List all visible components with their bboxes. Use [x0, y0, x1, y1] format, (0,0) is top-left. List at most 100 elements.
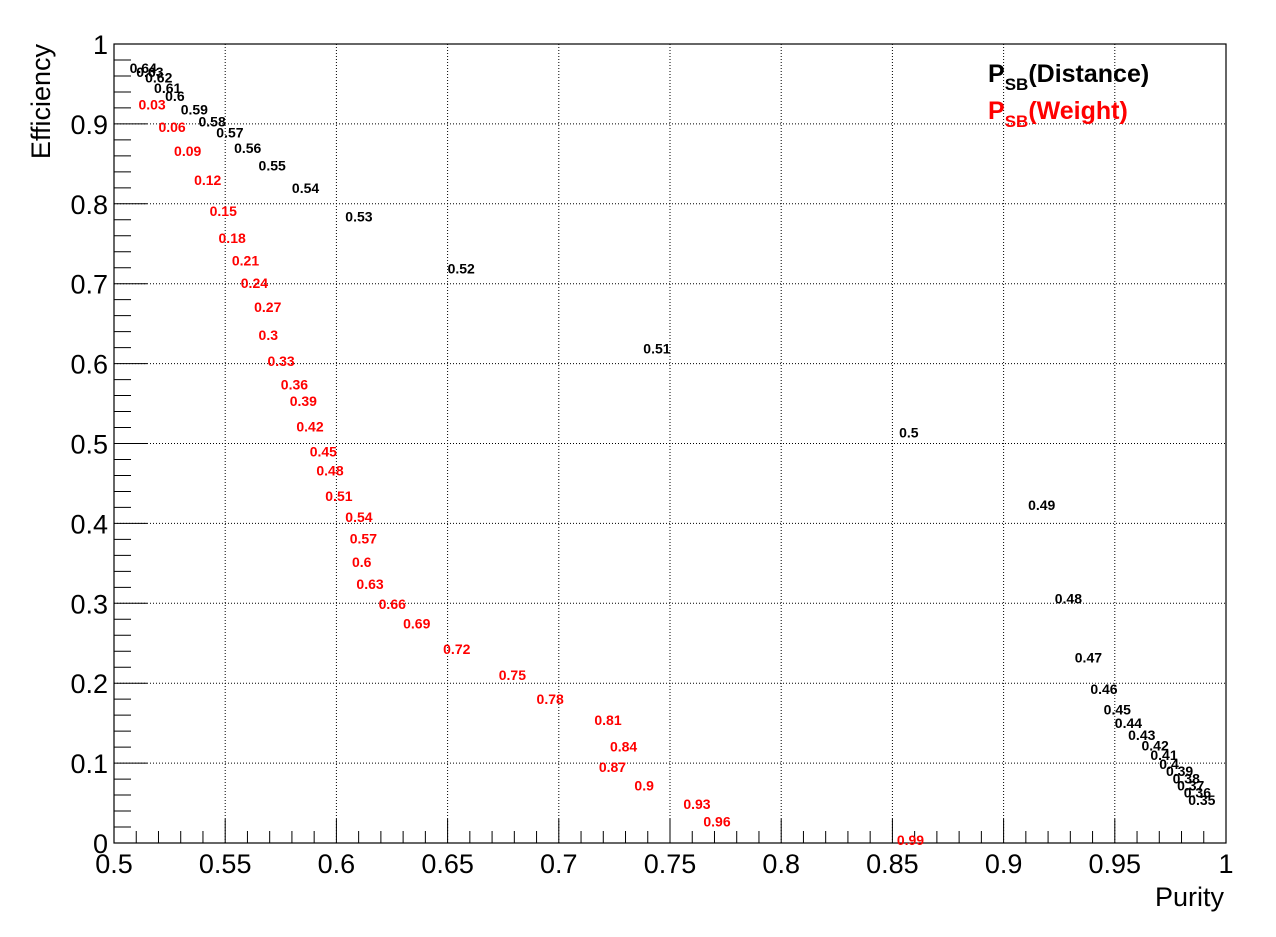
legend: PSB(Distance)PSB(Weight): [988, 60, 1149, 131]
data-point-label: 0.3: [259, 327, 279, 343]
data-point-label: 0.87: [599, 759, 626, 775]
data-point-label: 0.45: [1104, 702, 1131, 718]
data-point-label: 0.46: [1090, 681, 1117, 697]
data-point-label: 0.44: [1115, 715, 1142, 731]
legend-entry: PSB(Weight): [988, 97, 1128, 131]
data-point-label: 0.51: [643, 340, 670, 356]
data-point-label: 0.4: [1159, 756, 1179, 772]
x-tick-label: 0.6: [318, 849, 356, 879]
data-point-label: 0.48: [316, 463, 343, 479]
x-tick-label: 0.95: [1089, 849, 1142, 879]
x-tick-label: 0.75: [644, 849, 697, 879]
data-point-label: 0.58: [199, 114, 226, 130]
data-point-label: 0.56: [234, 140, 261, 156]
y-tick-label: 1: [93, 30, 108, 60]
y-tick-label: 0.1: [70, 749, 108, 779]
data-point-label: 0.52: [448, 261, 475, 277]
data-point-label: 0.39: [1166, 763, 1193, 779]
data-point-label: 0.93: [683, 796, 710, 812]
data-point-label: 0.21: [232, 253, 259, 269]
data-point-label: 0.37: [1177, 777, 1204, 793]
data-point-label: 0.27: [254, 299, 281, 315]
y-tick-label: 0.3: [70, 589, 108, 619]
data-point-label: 0.57: [350, 531, 377, 547]
data-point-label: 0.5: [899, 424, 919, 440]
x-tick-label: 0.55: [199, 849, 252, 879]
data-point-label: 0.45: [310, 443, 337, 459]
data-point-label: 0.42: [296, 419, 323, 435]
y-tick-label: 0.9: [70, 110, 108, 140]
data-point-label: 0.81: [594, 712, 621, 728]
x-tick-label: 0.5: [95, 849, 133, 879]
y-tick-label: 0: [93, 829, 108, 859]
data-point-label: 0.12: [194, 172, 221, 188]
y-tick-label: 0.8: [70, 190, 108, 220]
data-point-label: 0.54: [292, 180, 319, 196]
data-point-label: 0.63: [356, 576, 383, 592]
data-point-label: 0.53: [345, 209, 372, 225]
data-point-label: 0.62: [145, 70, 172, 86]
data-point-label: 0.64: [130, 60, 157, 76]
data-point-label: 0.99: [897, 832, 924, 848]
plot-frame: [113, 43, 1227, 844]
data-point-label: 0.06: [158, 119, 185, 135]
x-tick-label: 0.65: [421, 849, 474, 879]
x-axis-title: Purity: [1155, 882, 1225, 912]
y-tick-label: 0.6: [70, 350, 108, 380]
data-point-label: 0.33: [267, 353, 294, 369]
data-point-label: 0.54: [345, 509, 372, 525]
data-point-label: 0.03: [138, 97, 165, 113]
data-point-label: 0.84: [610, 738, 637, 754]
data-point-label: 0.9: [634, 777, 654, 793]
data-point-label: 0.36: [1184, 785, 1211, 801]
data-point-label: 0.38: [1173, 770, 1200, 786]
data-point-label: 0.43: [1128, 727, 1155, 743]
data-point-label: 0.61: [154, 80, 181, 96]
x-tick-label: 0.9: [985, 849, 1023, 879]
y-tick-labels: 0 0.1 0.2 0.3 0.4 0.5 0.6 0.7 0.8 0.9 1: [70, 30, 108, 859]
data-point-label: 0.63: [136, 64, 163, 80]
data-point-label: 0.72: [443, 641, 470, 657]
data-point-label: 0.6: [352, 554, 372, 570]
y-axis-title: Efficiency: [26, 44, 56, 160]
data-point-label: 0.41: [1150, 747, 1177, 763]
data-point-label: 0.51: [325, 488, 352, 504]
data-point-label: 0.15: [210, 203, 237, 219]
data-point-label: 0.48: [1055, 591, 1082, 607]
grid-lines: [114, 44, 1226, 843]
y-tick-label: 0.5: [70, 430, 108, 460]
x-tick-label: 0.7: [540, 849, 578, 879]
x-tick-label: 0.8: [762, 849, 800, 879]
data-point-label: 0.55: [259, 157, 286, 173]
data-point-label: 0.6: [165, 88, 185, 104]
series-weight: 0.03 0.06 0.09 0.12 0.15 0.18 0.21 0.24 0.27 0.3 0…: [138, 97, 924, 848]
data-point-label: 0.75: [499, 667, 526, 683]
data-point-label: 0.49: [1028, 497, 1055, 513]
x-tick-label: 1: [1218, 849, 1233, 879]
y-tick-label: 0.4: [70, 509, 108, 539]
axis-ticks: [113, 43, 1227, 844]
data-point-label: 0.39: [290, 393, 317, 409]
data-point-label: 0.47: [1075, 650, 1102, 666]
data-point-label: 0.66: [379, 596, 406, 612]
series-distance: 0.640.630.620.610.60.590.580.570.560.550…: [130, 60, 1216, 808]
data-point-label: 0.35: [1188, 792, 1215, 808]
y-tick-label: 0.7: [70, 270, 108, 300]
data-point-label: 0.09: [174, 143, 201, 159]
data-point-label: 0.57: [216, 125, 243, 141]
data-point-label: 0.78: [537, 691, 564, 707]
x-tick-labels: 0.5 0.55 0.6 0.65 0.7 0.75 0.8 0.85 0.9 0.95 1: [95, 849, 1233, 879]
x-tick-label: 0.85: [866, 849, 919, 879]
data-point-label: 0.36: [281, 376, 308, 392]
data-point-labels: 0.640.630.620.610.60.590.580.570.560.550…: [130, 60, 1216, 848]
data-point-label: 0.42: [1141, 738, 1168, 754]
data-point-label: 0.59: [181, 102, 208, 118]
data-point-label: 0.24: [241, 275, 268, 291]
data-point-label: 0.18: [219, 230, 246, 246]
data-point-label: 0.69: [403, 615, 430, 631]
data-point-label: 0.96: [703, 813, 730, 829]
y-tick-label: 0.2: [70, 669, 108, 699]
legend-entry: PSB(Distance): [988, 60, 1149, 94]
